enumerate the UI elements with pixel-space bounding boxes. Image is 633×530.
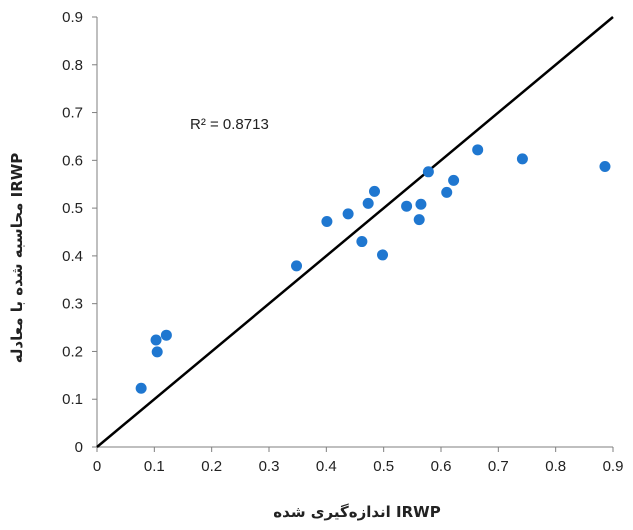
data-point (422, 166, 434, 178)
y-tick-label: 0.2 (62, 343, 83, 360)
x-tick-label: 0.9 (603, 458, 624, 475)
data-point (415, 198, 427, 210)
y-tick-label: 0.5 (62, 200, 83, 217)
x-axis-ticks: 0 0.1 0.2 0.3 0.4 0.5 0.6 0.7 0.8 0.9 (93, 447, 624, 475)
x-tick-label: 0.4 (316, 458, 337, 475)
x-axis-title: IRWP اندازه‌گیری شده (273, 503, 440, 521)
data-point (356, 236, 368, 248)
y-tick-label: 0.7 (62, 105, 83, 122)
x-tick-label: 0.8 (545, 458, 566, 475)
data-point (362, 197, 374, 209)
y-tick-label: 0.8 (62, 57, 83, 74)
y-tick-label: 0.1 (62, 391, 83, 408)
y-tick-label: 0.4 (62, 248, 83, 265)
data-point (368, 185, 380, 197)
data-point (160, 329, 172, 341)
data-point (401, 200, 413, 212)
x-tick-label: 0.2 (201, 458, 222, 475)
plot-axes (96, 17, 613, 448)
data-point (150, 334, 162, 346)
y-tick-label: 0.3 (62, 296, 83, 313)
x-tick-label: 0.3 (259, 458, 280, 475)
data-points (135, 144, 611, 394)
data-point (135, 382, 147, 394)
data-point (342, 208, 354, 220)
data-point (441, 186, 453, 198)
x-tick-label: 0 (93, 458, 101, 475)
data-point (413, 214, 425, 226)
x-tick-label: 0.1 (144, 458, 165, 475)
x-tick-label: 0.6 (431, 458, 452, 475)
x-tick-label: 0.5 (373, 458, 394, 475)
y-tick-label: 0.6 (62, 152, 83, 169)
data-point (151, 346, 163, 358)
data-point (321, 215, 333, 227)
y-axis-ticks: 0 0.1 0.2 0.3 0.4 0.5 0.6 0.7 0.8 0.9 (62, 9, 97, 456)
data-point (291, 260, 303, 272)
data-point (377, 249, 389, 261)
reference-line-group (96, 16, 614, 448)
data-point (472, 144, 484, 156)
data-point (448, 174, 460, 186)
r-squared-annotation: R² = 0.8713 (190, 116, 269, 133)
y-axis-title: IRWP محاسبه شده با معادله (8, 153, 26, 364)
x-tick-label: 0.7 (488, 458, 509, 475)
y-tick-label: 0 (75, 439, 83, 456)
y-tick-label: 0.9 (62, 9, 83, 26)
data-point (599, 161, 611, 173)
data-point (516, 153, 528, 165)
reference-line (96, 16, 614, 448)
